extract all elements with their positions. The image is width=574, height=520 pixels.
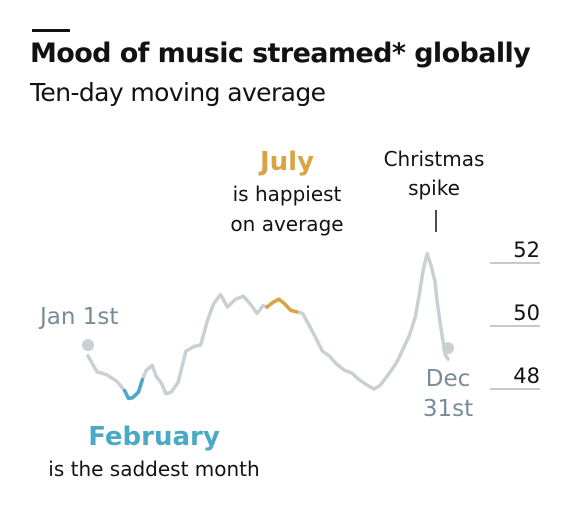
july-text-line-2: on average [230,212,343,236]
chart-subtitle: Ten-day moving average [30,78,326,107]
christmas-text-line-2: spike [408,176,460,200]
chart-title: Mood of music streamed* globally [30,38,531,69]
highlight-july [265,297,299,314]
title-rule [32,29,70,32]
start-point-marker [82,339,94,351]
february-text: is the saddest month [48,457,259,481]
highlight-february [122,377,145,401]
y-tick-label-50: 50 [513,301,540,325]
end-label-line-2: 31st [423,396,473,422]
july-title: July [258,147,314,177]
start-label: Jan 1st [38,304,118,330]
series-line [86,251,450,401]
y-tick-label-52: 52 [513,238,540,262]
february-title: February [88,422,220,452]
mood-series [86,251,450,401]
y-tick-label-48: 48 [513,364,540,388]
july-text-line-1: is happiest [233,182,342,206]
end-label-line-1: Dec [426,366,471,392]
christmas-text-line-1: Christmas [384,147,485,171]
y-axis: 52 50 48 [490,238,540,390]
end-point-marker [442,342,454,354]
